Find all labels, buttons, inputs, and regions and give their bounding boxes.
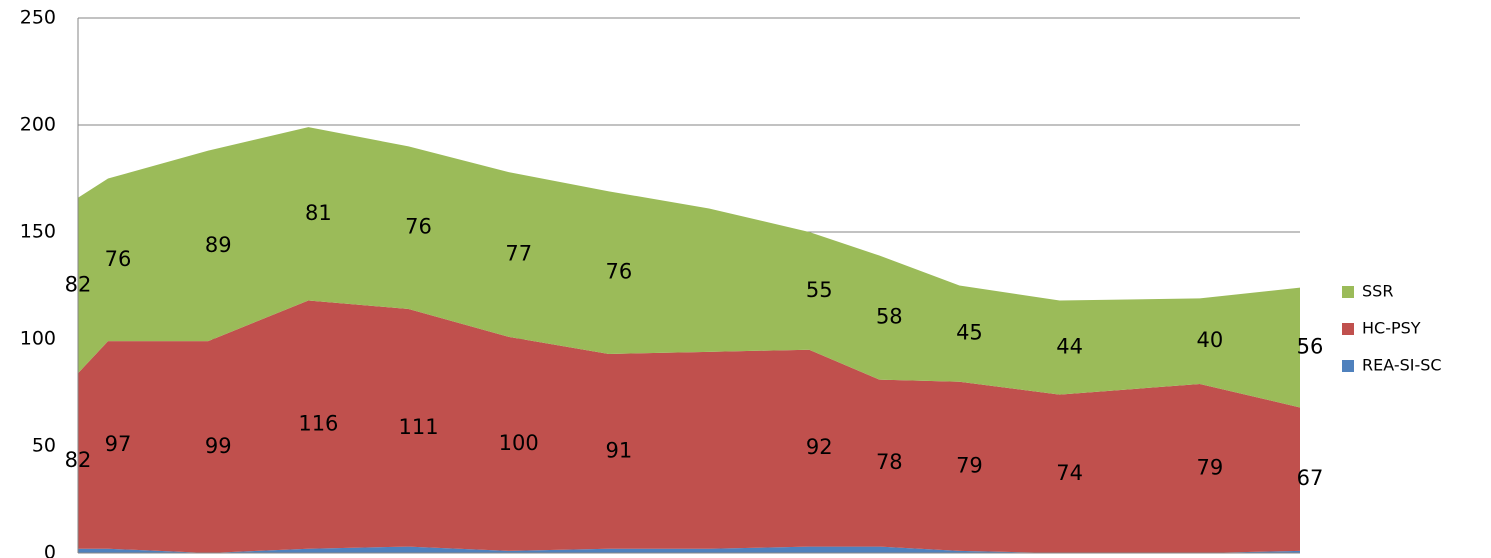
data-label: 100 — [499, 431, 539, 455]
y-tick-label: 250 — [20, 7, 56, 29]
data-label: 77 — [505, 241, 532, 265]
data-label: 111 — [398, 415, 438, 439]
area — [78, 127, 1300, 408]
area — [78, 300, 1300, 553]
data-label: 40 — [1196, 328, 1223, 352]
data-label: 67 — [1297, 466, 1324, 490]
data-label: 78 — [876, 450, 903, 474]
y-tick-label: 50 — [32, 435, 56, 457]
data-label: 97 — [105, 432, 132, 456]
data-label: 56 — [1297, 335, 1324, 359]
legend-swatch — [1342, 286, 1354, 298]
data-label: 74 — [1056, 461, 1083, 485]
data-label: 79 — [1196, 455, 1223, 479]
y-tick-label: 200 — [20, 114, 56, 136]
area — [78, 546, 1300, 553]
data-label: 92 — [806, 435, 833, 459]
legend-swatch — [1342, 360, 1354, 372]
data-label: 44 — [1056, 335, 1083, 359]
y-tick-label: 150 — [20, 221, 56, 243]
data-label: 55 — [806, 278, 833, 302]
data-label: 99 — [205, 434, 232, 458]
data-label: 79 — [956, 453, 983, 477]
legend-label: REA-SI-SC — [1362, 356, 1442, 375]
data-label: 89 — [205, 233, 232, 257]
legend-label: HC-PSY — [1362, 319, 1421, 338]
data-label: 116 — [298, 412, 338, 436]
legend-swatch — [1342, 323, 1354, 335]
data-label: 91 — [606, 438, 633, 462]
data-label: 76 — [606, 260, 633, 284]
y-tick-label: 0 — [44, 542, 56, 558]
data-label: 76 — [405, 215, 432, 239]
data-label: 76 — [105, 247, 132, 271]
data-label: 45 — [956, 321, 983, 345]
y-tick-label: 100 — [20, 328, 56, 350]
legend-label: SSR — [1362, 282, 1393, 301]
data-label: 58 — [876, 305, 903, 329]
data-label: 81 — [305, 201, 332, 225]
